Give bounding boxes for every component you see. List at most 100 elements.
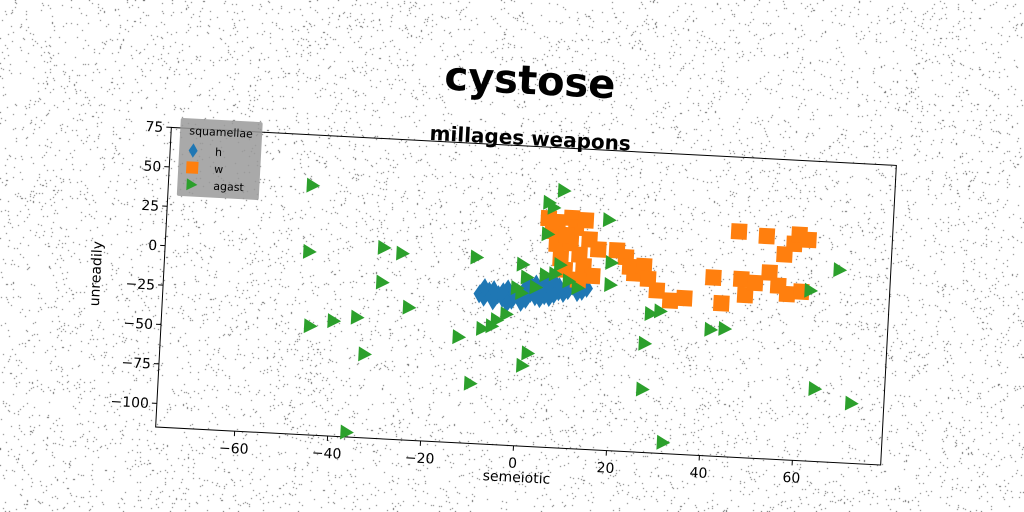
y-tick-label-6: −75	[121, 355, 151, 373]
point-agast-43	[804, 282, 819, 298]
legend-box	[176, 118, 263, 200]
point-w-30	[736, 286, 754, 304]
point-agast-0	[306, 177, 321, 193]
point-w-40	[800, 231, 817, 249]
legend-label-w: w	[214, 163, 224, 176]
y-tick-label-1: 50	[143, 158, 162, 175]
point-w-32	[758, 227, 776, 245]
legend-label-h: h	[215, 146, 223, 159]
point-w-28	[730, 223, 748, 240]
point-h-29	[487, 280, 500, 300]
x-tick-label-1: −40	[311, 445, 341, 463]
point-agast-26	[539, 267, 554, 283]
point-agast-25	[541, 226, 556, 242]
y-tick-label-3: 0	[148, 238, 158, 254]
point-agast-29	[557, 182, 572, 198]
point-w-27	[712, 294, 730, 312]
x-tick-label-3: 0	[508, 456, 518, 472]
point-agast-41	[704, 321, 719, 337]
point-agast-9	[402, 299, 417, 315]
point-agast-7	[375, 274, 390, 290]
x-tick-label-0: −60	[219, 440, 249, 458]
point-agast-1	[302, 243, 317, 259]
point-agast-42	[718, 320, 733, 336]
point-agast-22	[521, 345, 536, 361]
point-agast-11	[470, 249, 485, 265]
point-agast-8	[396, 245, 410, 261]
x-axis-label: semeiotic	[482, 468, 550, 488]
point-h-31	[515, 292, 528, 312]
y-tick-label-4: −25	[125, 276, 155, 294]
point-agast-19	[515, 285, 530, 300]
point-h-38	[478, 278, 491, 298]
point-agast-40	[656, 434, 671, 450]
point-agast-30	[553, 256, 568, 272]
point-agast-44	[808, 381, 823, 396]
point-w-16	[558, 226, 575, 244]
point-w-12	[583, 267, 601, 285]
legend-marker-w	[185, 161, 199, 174]
point-w-36	[778, 285, 796, 303]
point-agast-6	[377, 239, 392, 255]
y-axis-ticks: 75 50 25 0 −25 −50 −75 −100	[110, 119, 172, 412]
point-agast-38	[644, 306, 659, 321]
point-agast-39	[653, 303, 668, 319]
legend-label-agast: agast	[213, 180, 245, 195]
data-points	[302, 177, 859, 450]
point-agast-23	[529, 279, 544, 295]
y-tick-label-7: −100	[110, 394, 149, 412]
point-agast-47	[340, 424, 354, 440]
point-agast-45	[833, 262, 848, 278]
axes-frame	[155, 126, 897, 466]
point-agast-2	[303, 318, 318, 334]
point-w-26	[704, 269, 722, 286]
point-agast-31	[562, 273, 577, 289]
point-h-33	[533, 288, 546, 309]
y-tick-label-0: 75	[145, 119, 164, 136]
point-agast-36	[635, 381, 650, 397]
point-h-30	[500, 293, 513, 313]
point-agast-46	[844, 395, 859, 411]
point-agast-3	[327, 313, 342, 329]
point-agast-16	[500, 306, 514, 322]
point-agast-10	[452, 329, 467, 345]
point-agast-32	[571, 280, 586, 296]
y-axis-label: unreadily	[87, 241, 106, 307]
legend-title: squamellae	[189, 124, 253, 140]
x-tick-label-5: 40	[689, 465, 708, 482]
legend-marker-agast	[186, 178, 198, 191]
point-w-23	[648, 282, 666, 299]
point-w-24	[661, 292, 679, 310]
legend: squamellae hw agast	[176, 118, 263, 200]
x-tick-label-4: 20	[596, 460, 615, 477]
x-axis-ticks: −60 −40 −20 0 20 40 60	[219, 431, 801, 487]
point-agast-35	[604, 277, 618, 293]
point-agast-34	[605, 254, 620, 270]
point-agast-27	[547, 199, 562, 215]
point-agast-13	[475, 320, 490, 336]
point-agast-18	[516, 256, 531, 272]
point-agast-33	[602, 212, 617, 228]
point-agast-21	[520, 269, 535, 285]
legend-marker-h	[188, 143, 198, 158]
point-w-25	[675, 289, 693, 307]
point-agast-28	[548, 266, 563, 282]
point-agast-12	[463, 375, 478, 391]
point-w-29	[732, 270, 750, 288]
point-w-13	[589, 240, 607, 258]
y-tick-label-2: 25	[141, 198, 160, 215]
point-w-10	[577, 211, 595, 229]
point-w-15	[549, 213, 567, 231]
point-w-21	[635, 257, 653, 275]
point-h-34	[543, 287, 556, 308]
plot-area: −60 −40 −20 0 20 40 60 75 50 25 0 −25 −50 −75 −100	[110, 119, 897, 487]
point-h-35	[552, 282, 565, 302]
y-tick-label-5: −50	[123, 316, 153, 334]
point-agast-20	[515, 357, 530, 373]
point-h-39	[496, 282, 509, 302]
x-tick-label-2: −20	[404, 450, 434, 468]
point-agast-4	[350, 309, 365, 325]
x-tick-label-6: 60	[782, 470, 801, 487]
